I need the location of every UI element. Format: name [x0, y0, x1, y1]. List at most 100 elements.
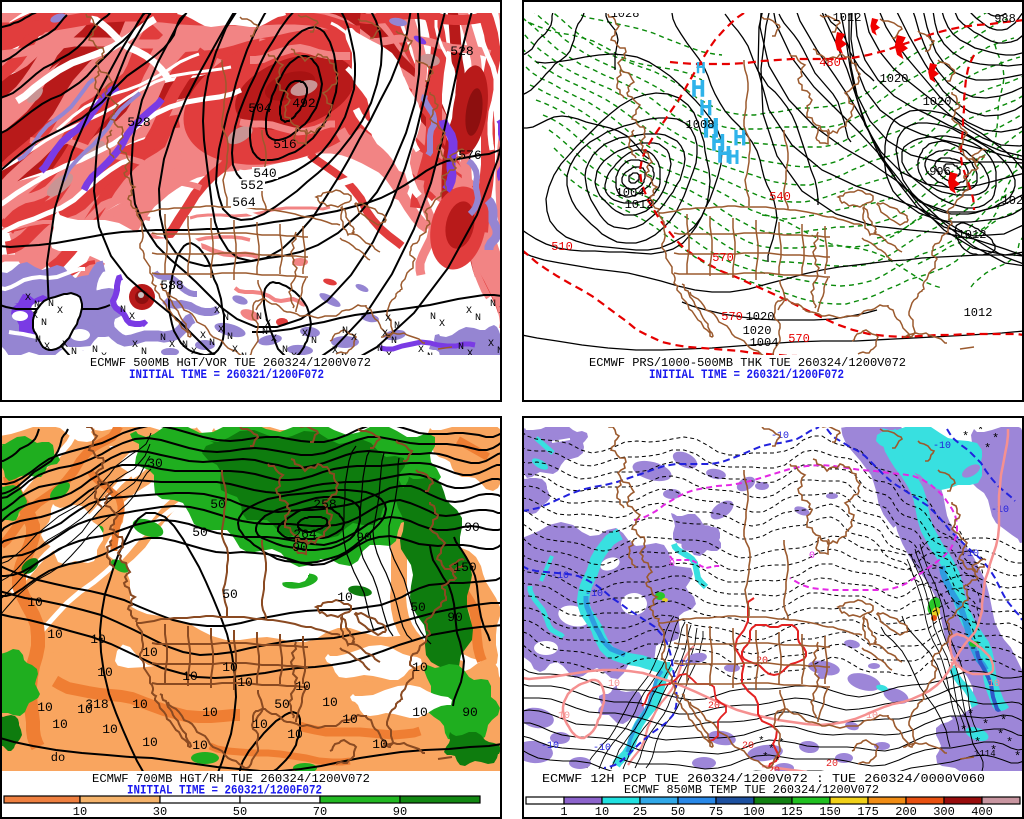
svg-text:X: X — [191, 347, 197, 358]
svg-text:*: * — [982, 718, 989, 732]
svg-text:ECMWF 850MB TEMP TUE 260324/12: ECMWF 850MB TEMP TUE 260324/1200V072 — [624, 783, 879, 797]
svg-text:X: X — [466, 306, 472, 317]
svg-text:N: N — [160, 333, 166, 344]
svg-text:90: 90 — [447, 610, 463, 625]
svg-text:N: N — [490, 299, 496, 310]
svg-text:N: N — [48, 299, 54, 310]
svg-text:X: X — [44, 342, 50, 353]
svg-text:10: 10 — [372, 737, 388, 752]
svg-text:540: 540 — [769, 190, 791, 204]
svg-text:20: 20 — [742, 741, 754, 752]
svg-text:N: N — [227, 332, 233, 343]
svg-text:516: 516 — [273, 137, 296, 152]
svg-text:X: X — [232, 345, 238, 356]
svg-text:-10: -10 — [585, 589, 603, 600]
svg-text:*: * — [984, 442, 991, 456]
svg-text:552: 552 — [240, 178, 263, 193]
svg-text:258: 258 — [313, 497, 336, 512]
svg-text:988: 988 — [994, 12, 1016, 26]
svg-text:X: X — [265, 319, 271, 330]
svg-text:10: 10 — [77, 702, 93, 717]
svg-text:10: 10 — [595, 805, 609, 819]
svg-text:N: N — [475, 313, 481, 324]
svg-text:X: X — [332, 346, 338, 357]
svg-text:25: 25 — [633, 805, 647, 819]
svg-text:-10: -10 — [541, 741, 559, 752]
svg-text:50: 50 — [410, 600, 426, 615]
svg-text:480: 480 — [819, 56, 841, 70]
svg-text:N: N — [223, 313, 229, 324]
svg-text:70: 70 — [313, 805, 327, 819]
svg-text:*: * — [992, 432, 999, 446]
svg-text:1012: 1012 — [833, 11, 862, 25]
svg-text:90: 90 — [356, 530, 372, 545]
svg-text:1114: 1114 — [974, 749, 996, 759]
svg-text:75: 75 — [709, 805, 723, 819]
svg-text:X: X — [101, 352, 107, 363]
svg-text:20: 20 — [826, 759, 838, 770]
svg-text:10: 10 — [287, 727, 303, 742]
svg-text:570: 570 — [721, 310, 743, 324]
svg-text:ECMWF 700MB HGT/RH TUE 260324/: ECMWF 700MB HGT/RH TUE 260324/1200V072 — [92, 772, 370, 786]
svg-text:50: 50 — [274, 697, 290, 712]
svg-text:*: * — [990, 744, 997, 758]
svg-text:*: * — [758, 736, 765, 748]
svg-text:300: 300 — [933, 805, 955, 819]
svg-text:N: N — [282, 345, 288, 356]
svg-text:X: X — [499, 306, 502, 317]
svg-text:1004: 1004 — [750, 336, 779, 350]
svg-text:X: X — [488, 339, 494, 350]
svg-text:N: N — [394, 321, 400, 332]
svg-text:X: X — [25, 293, 31, 304]
svg-text:570: 570 — [712, 251, 734, 265]
svg-text:30: 30 — [153, 805, 167, 819]
svg-text:1020: 1020 — [880, 72, 909, 86]
svg-text:N: N — [497, 346, 502, 357]
svg-text:X: X — [386, 351, 392, 362]
svg-text:90: 90 — [292, 540, 308, 555]
svg-text:90: 90 — [464, 520, 480, 535]
svg-text:540: 540 — [253, 166, 276, 181]
svg-text:1028: 1028 — [611, 7, 640, 21]
svg-text:0: 0 — [669, 559, 675, 570]
svg-text:125: 125 — [781, 805, 803, 819]
svg-text:do: do — [51, 751, 65, 765]
svg-text:N: N — [35, 335, 41, 346]
svg-text:-10: -10 — [551, 571, 569, 582]
svg-text:90: 90 — [462, 705, 478, 720]
svg-text:264: 264 — [293, 527, 317, 542]
svg-text:10: 10 — [337, 590, 353, 605]
svg-text:X: X — [351, 333, 357, 344]
svg-text:ECMWF 12H PCP TUE 260324/1200V: ECMWF 12H PCP TUE 260324/1200V072 : TUE … — [542, 772, 985, 786]
svg-text:*: * — [778, 738, 785, 750]
svg-text:30: 30 — [147, 456, 163, 471]
svg-text:N: N — [241, 352, 247, 363]
svg-text:X: X — [129, 312, 135, 323]
svg-text:10: 10 — [295, 679, 311, 694]
svg-text:N: N — [430, 312, 436, 323]
svg-text:-10: -10 — [961, 549, 979, 560]
svg-text:*: * — [962, 430, 969, 444]
svg-text:1012: 1012 — [958, 228, 987, 242]
svg-text:150: 150 — [453, 560, 476, 575]
svg-text:50: 50 — [222, 587, 238, 602]
svg-text:10: 10 — [102, 722, 118, 737]
svg-text:X: X — [57, 306, 63, 317]
svg-text:*: * — [997, 728, 1004, 742]
svg-text:10: 10 — [558, 711, 570, 722]
svg-text:*: * — [1006, 736, 1013, 750]
svg-text:10: 10 — [988, 679, 1000, 690]
svg-text:N: N — [341, 353, 347, 364]
svg-text:10: 10 — [97, 665, 113, 680]
svg-text:10: 10 — [252, 717, 268, 732]
svg-text:20: 20 — [756, 656, 768, 667]
svg-text:1012: 1012 — [625, 198, 654, 212]
svg-text:N: N — [34, 300, 40, 311]
svg-text:1012: 1012 — [964, 306, 993, 320]
svg-text:*: * — [768, 744, 775, 756]
svg-text:576: 576 — [458, 148, 481, 163]
svg-text:N: N — [377, 344, 383, 355]
svg-text:588: 588 — [160, 278, 183, 293]
svg-text:0: 0 — [809, 551, 815, 562]
svg-text:X: X — [271, 334, 277, 345]
